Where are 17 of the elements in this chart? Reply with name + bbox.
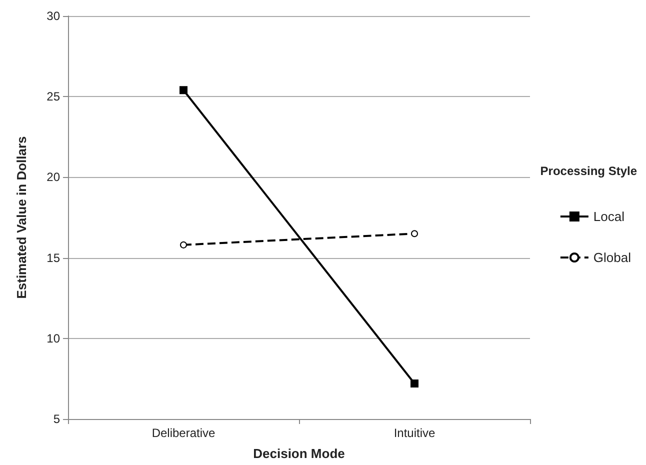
point	[410, 380, 418, 388]
y-axis-title: Estimated Value in Dollars	[14, 136, 29, 299]
legend-label: Global	[593, 250, 632, 265]
point	[180, 86, 188, 94]
legend-title: Processing Style	[540, 164, 638, 178]
point	[411, 230, 418, 238]
legend-label: Local	[593, 209, 625, 224]
y-tick-label: 20	[46, 170, 60, 184]
x-tick-label: Intuitive	[394, 426, 436, 440]
y-tick-label: 5	[53, 412, 60, 426]
x-axis-title: Decision Mode	[253, 446, 345, 461]
y-tick-label: 25	[46, 90, 60, 104]
y-tick-label: 15	[46, 250, 60, 265]
x-tick-label: Deliberative	[152, 426, 216, 440]
y-tick-label: 10	[46, 331, 60, 346]
point	[180, 241, 187, 248]
y-tick-label: 30	[46, 9, 60, 23]
